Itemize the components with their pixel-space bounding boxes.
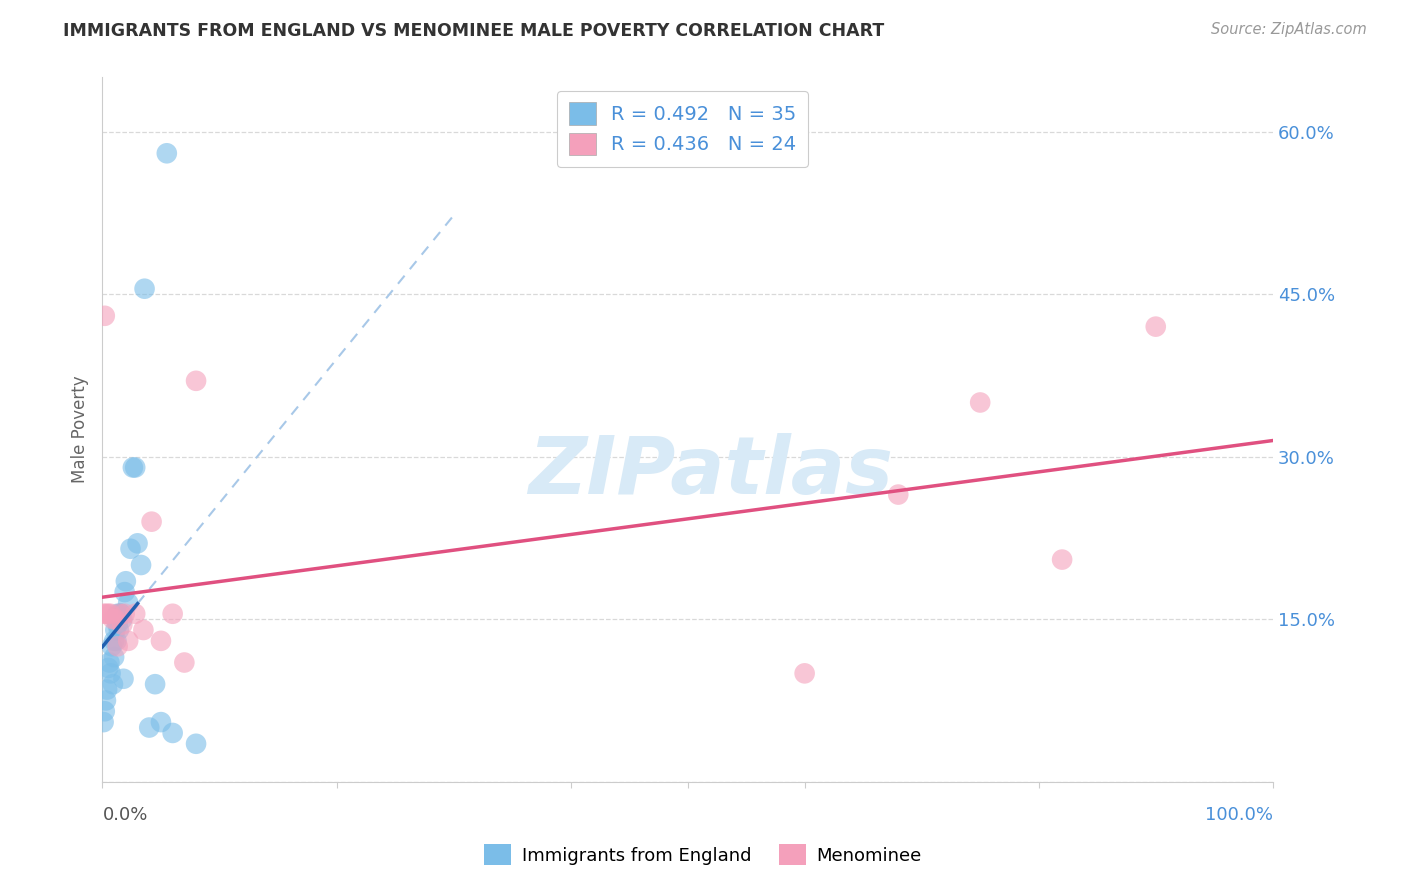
Point [173,656,195,670]
Point [112,672,135,686]
Point [127,536,149,550]
Point [94,693,117,707]
Point [124,607,146,621]
Text: 100.0%: 100.0% [1205,806,1272,824]
Point [94,704,117,718]
Point [184,737,207,751]
Point [969,395,991,409]
Point [107,617,129,632]
Point [162,726,184,740]
Point [149,715,172,730]
Point [138,721,160,735]
Point [115,574,138,589]
Point [98,656,121,670]
Point [93,715,115,730]
Point [143,677,166,691]
Text: Source: ZipAtlas.com: Source: ZipAtlas.com [1211,22,1367,37]
Point [120,541,142,556]
Point [104,623,127,637]
Point [117,633,139,648]
Point [117,596,139,610]
Point [107,607,129,621]
Point [162,607,184,621]
Point [1144,319,1167,334]
Point [124,460,146,475]
Text: IMMIGRANTS FROM ENGLAND VS MENOMINEE MALE POVERTY CORRELATION CHART: IMMIGRANTS FROM ENGLAND VS MENOMINEE MAL… [63,22,884,40]
Point [101,677,124,691]
Point [141,515,163,529]
Y-axis label: Male Poverty: Male Poverty [72,376,89,483]
Point [1050,552,1073,566]
Point [108,607,131,621]
Point [793,666,815,681]
Point [134,282,156,296]
Point [103,650,125,665]
Point [111,612,134,626]
Point [114,585,136,599]
Point [101,612,124,626]
Point [105,633,128,648]
Point [96,682,118,697]
Text: ZIPatlas: ZIPatlas [529,433,893,511]
Point [101,640,124,654]
Point [129,558,152,572]
Legend: Immigrants from England, Menominee: Immigrants from England, Menominee [477,837,929,872]
Point [97,607,120,621]
Point [111,617,134,632]
Point [107,640,129,654]
Point [94,607,117,621]
Text: 0.0%: 0.0% [103,806,148,824]
Point [132,623,155,637]
Point [108,623,131,637]
Point [887,487,910,501]
Point [93,607,115,621]
Point [184,374,207,388]
Point [103,633,125,648]
Point [149,633,172,648]
Point [94,309,117,323]
Point [100,607,122,621]
Point [104,612,127,626]
Point [121,460,143,475]
Point [108,607,131,621]
Point [114,607,136,621]
Legend: R = 0.492   N = 35, R = 0.436   N = 24: R = 0.492 N = 35, R = 0.436 N = 24 [557,91,808,167]
Point [100,666,122,681]
Point [110,607,132,621]
Point [156,146,179,161]
Point [97,661,120,675]
